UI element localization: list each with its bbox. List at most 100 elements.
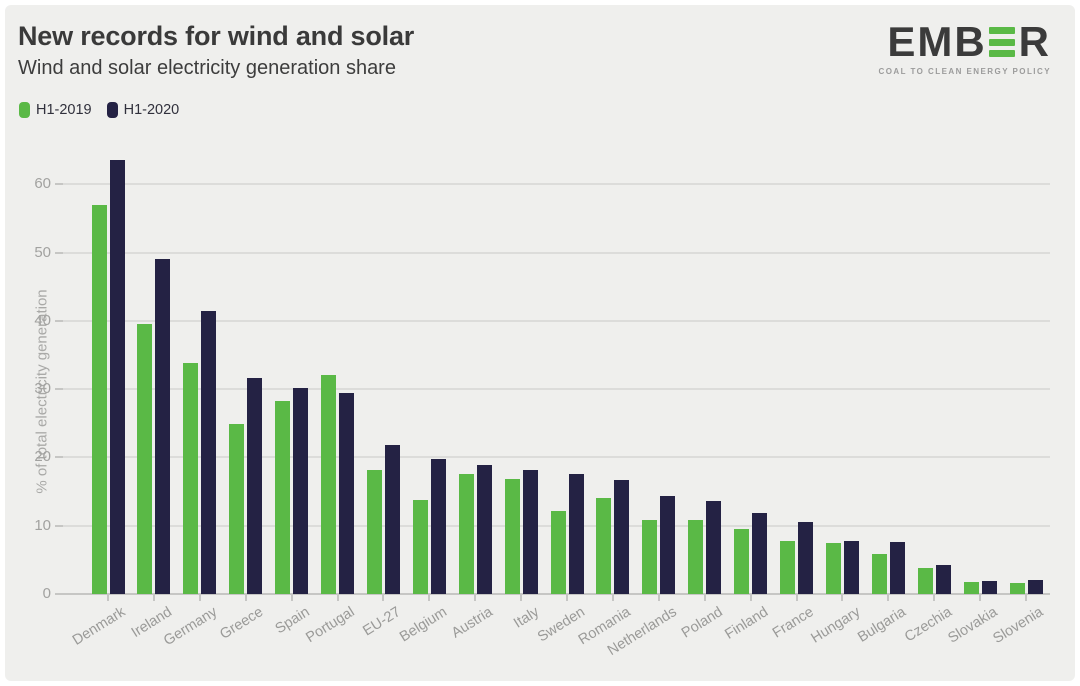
bar-h1-2020-ireland — [155, 259, 171, 594]
x-tick-label-hungary: Hungary — [807, 604, 863, 647]
bar-h1-2019-czechia — [917, 568, 933, 594]
y-tick-label-60: 60 — [34, 175, 51, 193]
y-tick-label-30: 30 — [34, 380, 51, 398]
bar-h1-2019-finland — [734, 529, 750, 594]
x-tick-label-belgium: Belgium — [396, 604, 450, 646]
x-tick-label-bulgaria: Bulgaria — [855, 604, 909, 646]
legend-label: H1-2020 — [123, 102, 180, 118]
legend-swatch-icon — [19, 102, 30, 118]
y-tick-label-10: 10 — [34, 516, 51, 534]
bar-h1-2020-germany — [201, 310, 217, 594]
bar-h1-2020-spain — [293, 387, 309, 594]
bar-h1-2019-bulgaria — [871, 553, 887, 594]
x-tick-label-finland: Finland — [722, 604, 772, 643]
bar-h1-2019-belgium — [412, 499, 428, 594]
bar-h1-2020-sweden — [568, 474, 584, 594]
x-tick-bulgaria — [887, 595, 890, 601]
bar-h1-2019-greece — [229, 423, 245, 594]
x-tick-label-slovakia: Slovakia — [945, 604, 1001, 647]
bar-h1-2020-portugal — [339, 392, 354, 594]
gridline-40 — [62, 319, 1050, 322]
x-axis-line — [62, 593, 1050, 595]
bar-h1-2020-austria — [476, 464, 492, 594]
x-tick-italy — [520, 595, 523, 601]
bar-h1-2019-germany — [183, 363, 199, 594]
x-tick-spain — [290, 595, 293, 601]
x-tick-finland — [749, 595, 752, 601]
y-tick-label-20: 20 — [34, 448, 51, 466]
x-tick-hungary — [841, 595, 844, 601]
x-tick-romania — [611, 595, 614, 601]
header: New records for wind and solar Wind and … — [18, 21, 414, 80]
y-tick-label-40: 40 — [34, 311, 51, 329]
bar-h1-2020-romania — [614, 479, 630, 594]
gridline-20 — [62, 456, 1050, 459]
y-tick-10 — [55, 524, 63, 527]
x-tick-label-denmark: Denmark — [70, 604, 129, 649]
bar-h1-2020-italy — [522, 469, 538, 594]
y-tick-0 — [55, 593, 63, 595]
bar-h1-2019-poland — [688, 520, 704, 594]
logo-text-right: R — [1018, 18, 1051, 65]
bar-h1-2020-eu-27 — [384, 445, 400, 594]
bar-h1-2019-slovenia — [1009, 583, 1025, 594]
bar-h1-2020-greece — [247, 378, 263, 594]
x-tick-label-italy: Italy — [510, 604, 542, 632]
x-tick-label-greece: Greece — [217, 604, 267, 643]
y-tick-20 — [55, 456, 63, 459]
chart-legend: H1-2019 H1-2020 — [19, 102, 179, 118]
bar-h1-2019-netherlands — [642, 519, 658, 594]
bar-h1-2020-denmark — [109, 159, 125, 594]
x-tick-netherlands — [657, 595, 660, 601]
legend-swatch-icon — [106, 102, 118, 118]
bar-h1-2019-ireland — [137, 324, 153, 594]
bar-h1-2019-denmark — [91, 204, 107, 594]
x-tick-label-austria: Austria — [448, 604, 496, 642]
ember-wordmark: EMB R — [873, 21, 1051, 63]
logo-tagline: COAL TO CLEAN ENERGY POLICY — [878, 67, 1051, 76]
y-tick-label-50: 50 — [34, 243, 51, 261]
page-title: New records for wind and solar — [18, 21, 415, 51]
x-tick-greece — [244, 595, 247, 601]
bar-h1-2020-france — [798, 522, 813, 594]
x-tick-poland — [703, 595, 706, 601]
gridline-30 — [62, 388, 1050, 391]
bar-h1-2019-austria — [458, 473, 474, 594]
chart-card: New records for wind and solar Wind and … — [5, 5, 1075, 681]
gridline-50 — [62, 251, 1050, 254]
x-tick-austria — [474, 595, 477, 601]
gridline-60 — [62, 183, 1050, 186]
x-tick-portugal — [336, 595, 339, 601]
x-tick-belgium — [428, 595, 431, 601]
x-tick-slovenia — [1025, 595, 1027, 601]
bar-h1-2019-romania — [596, 498, 612, 594]
bar-h1-2019-portugal — [321, 375, 336, 594]
y-tick-30 — [55, 388, 63, 391]
chart: % of total electricity generation 0 10 20 3… — [5, 5, 1075, 681]
y-tick-50 — [55, 251, 63, 254]
bar-h1-2020-slovakia — [981, 581, 997, 594]
logo-text-left: EMB — [887, 18, 987, 65]
ember-logo: EMB R COAL TO CLEAN ENERGY POLICY — [873, 21, 1051, 77]
page-subtitle: Wind and solar electricity generation sh… — [18, 57, 396, 79]
x-tick-label-portugal: Portugal — [303, 604, 358, 647]
legend-label: H1-2019 — [36, 102, 92, 118]
bar-h1-2019-sweden — [550, 510, 566, 594]
bar-h1-2020-belgium — [430, 458, 446, 594]
x-tick-denmark — [107, 595, 109, 601]
bar-h1-2020-slovenia — [1027, 580, 1043, 594]
x-tick-label-czechia: Czechia — [901, 604, 955, 646]
logo-green-e-icon — [988, 27, 1015, 57]
x-tick-label-poland: Poland — [678, 604, 726, 642]
x-tick-germany — [198, 595, 201, 601]
bar-h1-2020-czechia — [935, 565, 951, 594]
legend-item-h1-2019: H1-2019 — [19, 102, 92, 118]
bar-h1-2019-france — [780, 540, 795, 594]
bar-h1-2020-bulgaria — [889, 542, 905, 594]
x-tick-france — [795, 595, 798, 601]
legend-item-h1-2020: H1-2020 — [106, 102, 180, 118]
bar-h1-2019-hungary — [825, 542, 841, 594]
x-tick-sweden — [566, 595, 568, 601]
bar-h1-2020-netherlands — [660, 496, 676, 594]
bar-h1-2019-slovakia — [963, 582, 979, 594]
